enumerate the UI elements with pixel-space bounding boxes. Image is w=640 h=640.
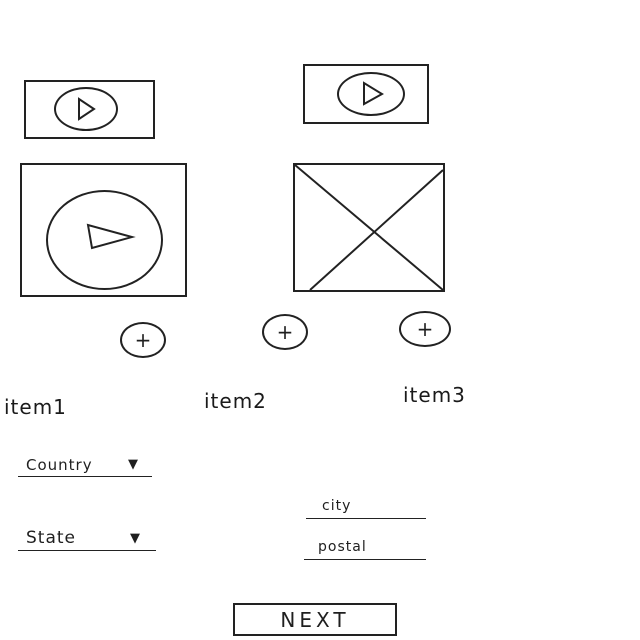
country-dropdown[interactable]: Country ▼ [18,450,152,477]
state-label: State [26,528,76,548]
dropdown-arrow-icon: ▼ [128,457,138,472]
plus-icon: + [134,328,152,352]
play-icon [54,87,118,131]
item2-label: item2 [204,389,267,413]
city-input[interactable]: city [306,494,426,519]
video-thumbnail-small-left[interactable] [24,80,155,139]
state-dropdown[interactable]: State ▼ [18,524,156,551]
postal-placeholder: postal [318,539,367,555]
add-item1-button[interactable]: + [120,322,166,358]
plus-icon: + [416,317,434,341]
city-placeholder: city [322,498,352,514]
image-placeholder [293,163,445,292]
play-icon [46,190,163,290]
image-placeholder-icon [295,165,443,290]
video-thumbnail-small-right[interactable] [303,64,429,124]
postal-input[interactable]: postal [304,536,426,560]
dropdown-arrow-icon: ▼ [130,531,140,546]
play-icon [337,72,405,116]
item1-label: item1 [4,395,67,419]
plus-icon: + [276,320,294,344]
next-button[interactable]: NEXT [233,603,397,636]
video-player-large[interactable] [20,163,187,297]
add-item2-button[interactable]: + [262,314,308,350]
add-item3-button[interactable]: + [399,311,451,347]
item3-label: item3 [403,383,466,407]
country-label: Country [26,456,93,474]
